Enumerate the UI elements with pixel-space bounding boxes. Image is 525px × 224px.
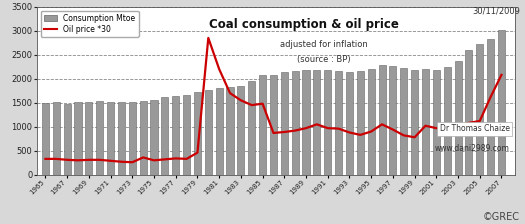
Text: Coal consumption & oil price: Coal consumption & oil price <box>209 18 399 32</box>
Bar <box>400 68 407 175</box>
Bar <box>476 44 484 175</box>
Bar <box>151 100 158 175</box>
Bar <box>75 102 81 175</box>
Bar <box>368 69 375 175</box>
Bar <box>64 104 71 175</box>
Bar <box>140 101 146 175</box>
Bar <box>107 102 114 175</box>
Bar <box>42 103 49 175</box>
Bar <box>498 30 505 175</box>
Text: Dr Thomas Chaize: Dr Thomas Chaize <box>440 124 510 133</box>
Bar <box>487 39 494 175</box>
Bar <box>226 87 234 175</box>
Bar <box>161 97 169 175</box>
Text: www.dani2989.com: www.dani2989.com <box>435 144 510 153</box>
Bar <box>270 75 277 175</box>
Text: adjusted for inflation: adjusted for inflation <box>279 40 368 49</box>
Bar <box>422 69 429 175</box>
Bar <box>183 95 190 175</box>
Bar <box>335 71 342 175</box>
Bar <box>53 102 60 175</box>
Text: ©GREC: ©GREC <box>483 212 520 222</box>
Bar <box>324 70 331 175</box>
Bar <box>292 71 299 175</box>
Bar <box>444 67 450 175</box>
Bar <box>433 70 440 175</box>
Bar <box>86 102 92 175</box>
Bar <box>379 65 385 175</box>
Bar <box>455 61 461 175</box>
Bar <box>259 75 266 175</box>
Bar <box>237 86 245 175</box>
Bar <box>357 71 364 175</box>
Bar <box>313 70 320 175</box>
Text: (source : BP): (source : BP) <box>297 56 350 65</box>
Bar <box>129 102 136 175</box>
Bar <box>465 50 472 175</box>
Bar <box>216 88 223 175</box>
Bar <box>346 71 353 175</box>
Text: 30/11/2009: 30/11/2009 <box>472 7 520 16</box>
Bar <box>205 90 212 175</box>
Legend: Consumption Mtoe, Oil price *30: Consumption Mtoe, Oil price *30 <box>40 11 139 37</box>
Bar <box>390 66 396 175</box>
Bar <box>172 96 179 175</box>
Bar <box>96 101 103 175</box>
Bar <box>118 102 125 175</box>
Bar <box>194 92 201 175</box>
Bar <box>302 70 310 175</box>
Bar <box>411 70 418 175</box>
Bar <box>281 73 288 175</box>
Bar <box>248 81 255 175</box>
